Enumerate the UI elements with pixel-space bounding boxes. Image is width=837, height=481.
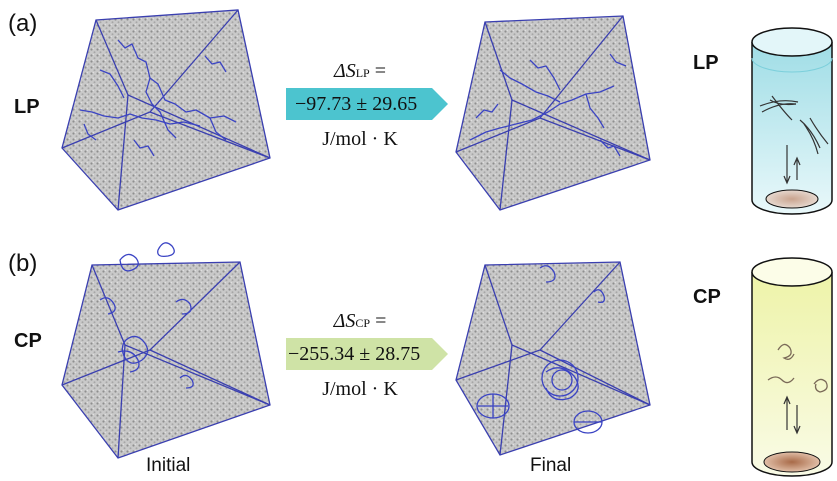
cp-tube — [751, 257, 833, 477]
cp-equals: = — [375, 310, 387, 332]
panel-label-b: (b) — [8, 250, 38, 277]
lp-tube — [751, 27, 833, 215]
row-label-lp: LP — [14, 96, 40, 118]
cp-entropy-header: ΔSCP = — [300, 310, 420, 333]
lp-entropy-unit: J/mol · K — [322, 128, 398, 150]
lp-entropy-value: −97.73 ± 29.65 — [295, 93, 418, 115]
cube-cp-final — [455, 261, 651, 456]
tube-label-cp: CP — [693, 286, 721, 308]
lp-subscript: LP — [355, 66, 370, 80]
lp-delta: ΔS — [333, 60, 356, 82]
cube-cp-initial — [61, 242, 271, 459]
cube-lp-initial — [61, 9, 271, 211]
cp-entropy-unit: J/mol · K — [322, 378, 398, 400]
caption-final: Final — [530, 455, 572, 476]
lp-entropy-header: ΔSLP = — [300, 60, 420, 83]
cp-subscript: CP — [355, 316, 371, 330]
tube-label-lp: LP — [693, 52, 719, 74]
lp-arrow — [286, 88, 448, 120]
caption-initial: Initial — [146, 455, 191, 476]
cp-delta: ΔS — [333, 310, 356, 332]
lp-equals: = — [374, 60, 387, 82]
panel-label-a: (a) — [8, 10, 38, 37]
cube-lp-final — [455, 15, 651, 211]
cp-arrow — [286, 338, 448, 370]
cp-entropy-value: −255.34 ± 28.75 — [288, 343, 421, 365]
row-label-cp: CP — [14, 330, 42, 352]
